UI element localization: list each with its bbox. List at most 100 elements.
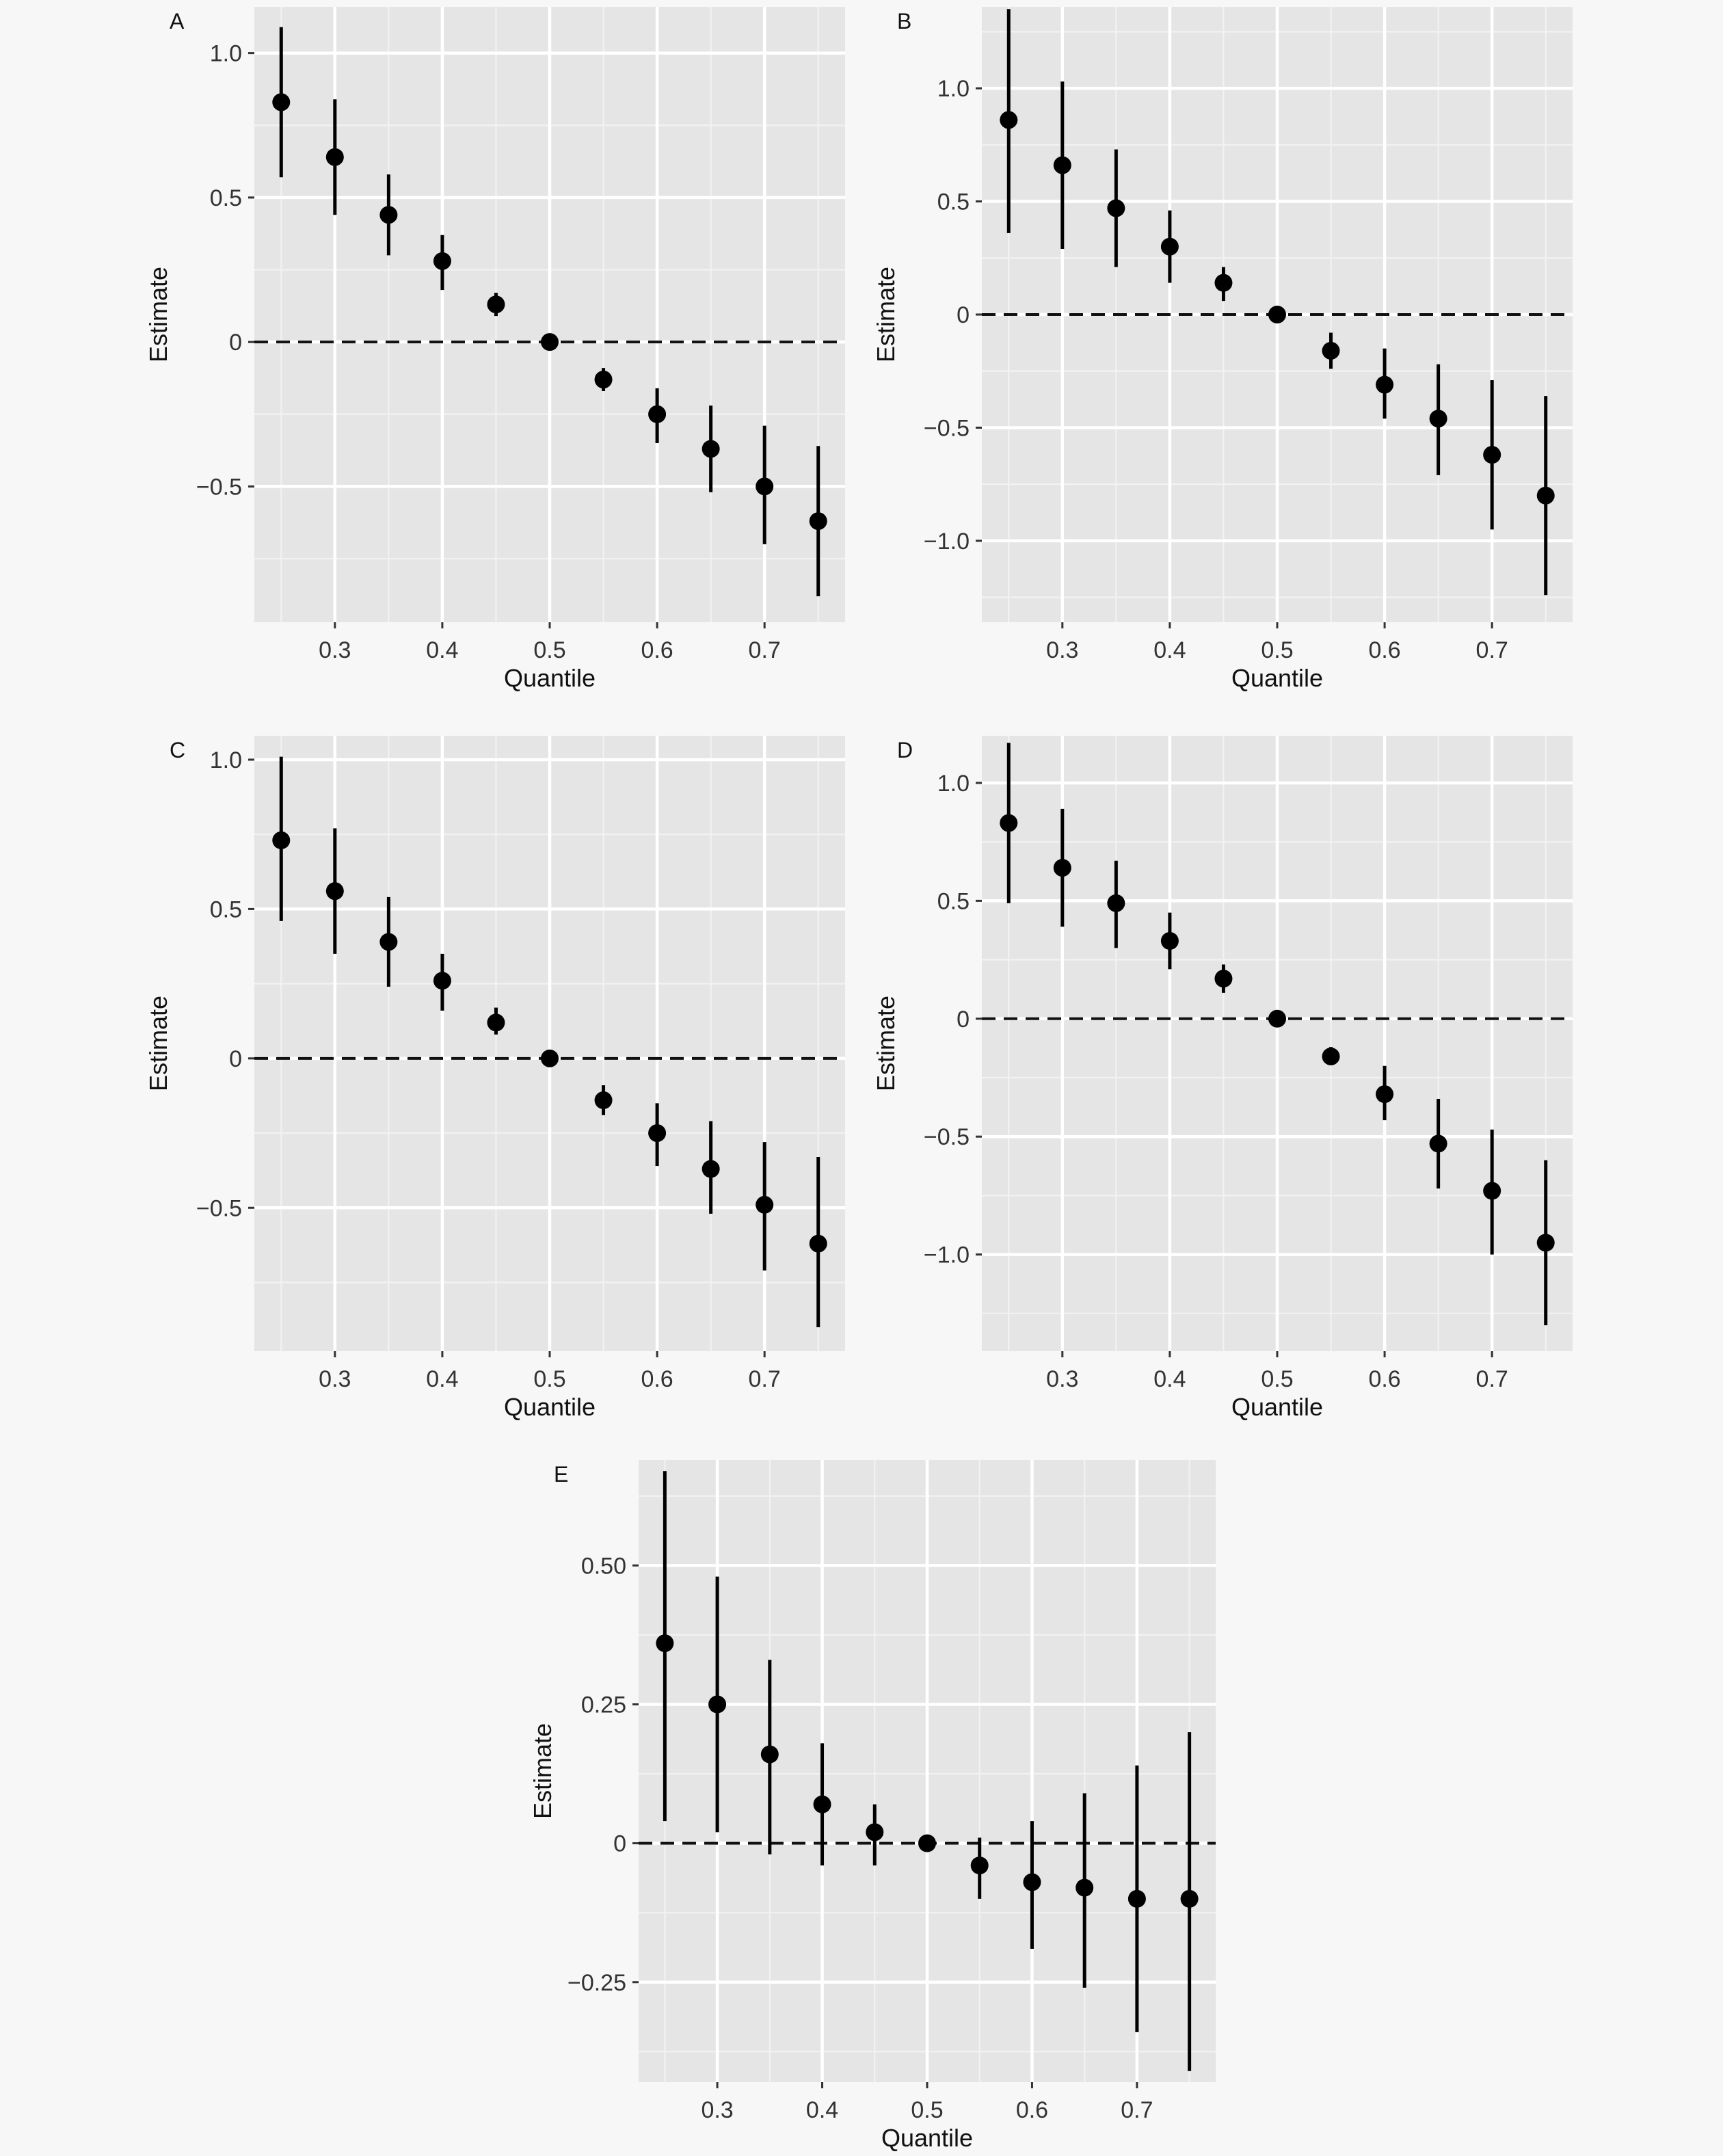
data-point — [1000, 111, 1018, 129]
data-point — [1429, 410, 1447, 428]
x-axis-title: Quantile — [881, 2124, 973, 2152]
x-tick-label: 0.4 — [426, 1366, 458, 1392]
data-point — [325, 148, 344, 166]
x-tick-label: 0.6 — [641, 1366, 673, 1392]
y-tick-label: 0.25 — [581, 1692, 626, 1718]
y-tick-label: 0.5 — [210, 185, 242, 211]
y-tick-label: −1.0 — [924, 1242, 970, 1268]
y-tick-label: 0.50 — [581, 1553, 626, 1579]
data-point — [1160, 932, 1179, 950]
x-tick-label: 0.5 — [1261, 1366, 1293, 1392]
data-point — [1053, 156, 1071, 174]
data-point — [1322, 341, 1340, 360]
data-point — [487, 295, 505, 314]
data-point — [756, 1195, 774, 1214]
y-tick-label: 1.0 — [210, 747, 242, 773]
panel-label: E — [554, 1462, 568, 1487]
data-point — [379, 206, 398, 224]
x-tick-label: 0.5 — [533, 637, 565, 663]
panel-label: D — [897, 738, 913, 762]
data-point — [1214, 274, 1233, 292]
data-point — [379, 933, 398, 951]
x-tick-label: 0.3 — [1046, 637, 1078, 663]
y-tick-label: 0.5 — [210, 896, 242, 922]
x-tick-label: 0.7 — [749, 1366, 781, 1392]
y-tick-label: 0.5 — [937, 888, 970, 914]
x-tick-label: 0.5 — [533, 1366, 565, 1392]
x-tick-label: 0.7 — [749, 637, 781, 663]
x-tick-label: 0.5 — [911, 2097, 943, 2123]
data-point — [1429, 1134, 1447, 1153]
y-axis-title: Estimate — [872, 996, 900, 1091]
chart-panel-a: 0.3 0.4 0.5 0.6 0.7 1.0 0.5 0 −0.5 Quantile Estima… — [144, 7, 845, 692]
y-tick-label: 0.5 — [937, 189, 970, 215]
x-tick-label: 0.4 — [1153, 1366, 1186, 1392]
data-point — [708, 1695, 727, 1714]
y-tick-label: 0 — [229, 330, 242, 356]
data-point — [1107, 894, 1125, 912]
x-tick-label: 0.7 — [1476, 1366, 1508, 1392]
x-tick-label: 0.4 — [806, 2097, 838, 2123]
data-point — [487, 1013, 505, 1032]
data-point — [1023, 1873, 1041, 1891]
y-tick-label: 1.0 — [210, 41, 242, 67]
data-point — [1483, 446, 1501, 464]
y-tick-label: −0.5 — [924, 415, 970, 441]
y-axis-title: Estimate — [872, 267, 900, 362]
data-point — [702, 440, 720, 458]
y-tick-label: −1.0 — [924, 529, 970, 555]
x-tick-label: 0.6 — [641, 637, 673, 663]
data-point — [1180, 1889, 1199, 1908]
y-tick-label: 0 — [957, 302, 970, 328]
data-point — [594, 1091, 613, 1110]
y-tick-label: 1.0 — [937, 76, 970, 102]
data-point — [702, 1160, 720, 1178]
y-tick-label: −0.5 — [196, 1195, 242, 1221]
x-tick-label: 0.6 — [1016, 2097, 1048, 2123]
data-point — [648, 1124, 667, 1143]
data-point — [756, 477, 774, 496]
data-point — [1322, 1047, 1340, 1065]
data-point — [541, 333, 559, 351]
data-point — [433, 972, 451, 990]
data-point — [648, 405, 667, 423]
data-point — [1000, 814, 1018, 832]
data-point — [1107, 199, 1125, 217]
data-point — [1483, 1182, 1501, 1200]
data-point — [866, 1823, 884, 1841]
y-tick-label: 0 — [613, 1831, 626, 1857]
chart-panel-d: 0.3 0.4 0.5 0.6 0.7 1.0 0.5 0 −0.5 −1.0 Quantile Es… — [872, 736, 1573, 1421]
data-point — [813, 1795, 831, 1813]
panel-label: A — [170, 9, 185, 34]
data-point — [970, 1856, 989, 1875]
data-point — [1076, 1878, 1094, 1897]
data-point — [1376, 1085, 1394, 1104]
data-point — [656, 1634, 674, 1653]
x-axis-title: Quantile — [504, 1393, 596, 1421]
y-tick-label: 0 — [229, 1046, 242, 1072]
x-tick-label: 0.3 — [319, 1366, 351, 1392]
data-point — [1268, 1009, 1286, 1028]
y-tick-label: −0.5 — [924, 1124, 970, 1150]
x-tick-label: 0.5 — [1261, 637, 1293, 663]
data-point — [1268, 306, 1286, 323]
data-point — [272, 831, 291, 849]
x-tick-label: 0.4 — [1153, 637, 1186, 663]
data-point — [1127, 1889, 1146, 1908]
data-point — [809, 512, 827, 531]
chart-panel-c: 0.3 0.4 0.5 0.6 0.7 1.0 0.5 0 −0.5 Quantile Estima… — [144, 736, 845, 1421]
data-point — [809, 1234, 827, 1253]
x-tick-label: 0.4 — [426, 637, 458, 663]
data-point — [541, 1049, 559, 1067]
data-point — [918, 1834, 936, 1852]
x-axis-title: Quantile — [504, 664, 596, 692]
y-tick-label: −0.5 — [196, 474, 242, 500]
data-point — [1376, 375, 1394, 394]
y-axis-title: Estimate — [144, 267, 172, 362]
panel-label: C — [170, 738, 185, 762]
x-tick-label: 0.7 — [1121, 2097, 1153, 2123]
data-point — [1214, 970, 1233, 988]
x-tick-label: 0.6 — [1368, 1366, 1400, 1392]
panel-label: B — [897, 9, 911, 34]
